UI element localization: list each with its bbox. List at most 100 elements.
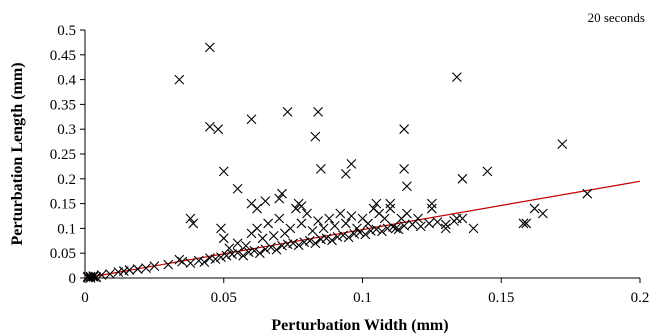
x-tick-label: 0 — [81, 290, 89, 306]
data-point — [204, 121, 215, 132]
data-point — [349, 228, 360, 239]
data-point — [413, 213, 423, 224]
data-point — [218, 233, 229, 244]
data-point — [199, 257, 210, 268]
data-point — [216, 252, 226, 263]
data-point — [254, 248, 265, 259]
data-point — [340, 168, 351, 179]
x-axis-title: Perturbation Width (mm) — [271, 317, 448, 334]
data-point — [432, 217, 443, 227]
y-tick-label: 0 — [69, 271, 77, 287]
data-point — [315, 163, 326, 174]
data-point — [252, 223, 262, 234]
data-point — [271, 244, 282, 255]
data-point — [213, 124, 224, 135]
y-tick-group: 0 0.05 0.1 0.15 0.2 0.25 0.3 0.35 0.4 0.45 0.5 — [50, 23, 85, 287]
data-point — [260, 196, 271, 207]
data-point — [274, 193, 285, 204]
duration-annotation: 20 seconds — [588, 10, 645, 25]
data-point — [204, 42, 215, 53]
data-point — [185, 258, 196, 269]
data-point — [82, 271, 93, 282]
data-point — [232, 183, 243, 194]
data-point — [282, 106, 293, 117]
data-point — [313, 106, 323, 117]
data-point — [149, 261, 160, 271]
data-point — [310, 131, 321, 142]
data-point — [346, 159, 357, 169]
data-point — [379, 213, 390, 224]
data-point — [221, 250, 232, 261]
data-point — [105, 269, 115, 279]
data-point — [296, 201, 307, 211]
data-point — [457, 173, 468, 184]
x-tick-label: 0.15 — [488, 290, 514, 306]
data-point — [249, 245, 260, 256]
y-tick-label: 0.2 — [57, 172, 76, 188]
data-point — [174, 74, 185, 85]
data-point — [210, 254, 221, 265]
data-point — [382, 223, 393, 234]
x-tick-group: 0 0.05 0.1 0.15 0.2 — [81, 278, 649, 306]
data-point — [321, 233, 332, 244]
data-point — [332, 231, 343, 242]
data-point — [318, 223, 329, 234]
data-point — [216, 223, 226, 234]
x-tick-label: 0.1 — [353, 290, 372, 306]
data-point — [440, 219, 451, 230]
data-point — [227, 249, 237, 260]
data-point — [288, 238, 299, 249]
data-point — [426, 203, 437, 214]
data-point — [399, 124, 410, 135]
data-point — [252, 203, 262, 214]
y-tick-label: 0.25 — [50, 147, 76, 163]
y-tick-label: 0.35 — [50, 97, 76, 113]
y-tick-label: 0.45 — [50, 48, 76, 64]
data-point — [304, 235, 315, 246]
data-point — [390, 223, 401, 234]
data-point — [352, 223, 362, 234]
data-point — [415, 221, 426, 232]
data-point — [393, 224, 404, 235]
data-point — [232, 238, 243, 249]
data-point — [451, 213, 462, 224]
data-point — [329, 221, 340, 231]
data-point — [340, 218, 351, 229]
data-point — [124, 265, 135, 275]
y-tick-label: 0.1 — [57, 221, 76, 237]
data-point — [385, 203, 396, 214]
data-point — [185, 213, 196, 224]
data-point — [529, 203, 540, 214]
data-point — [521, 218, 532, 229]
data-point — [132, 264, 143, 274]
data-point — [246, 114, 257, 125]
data-point — [371, 224, 382, 235]
data-point — [365, 225, 376, 236]
data-point — [277, 188, 287, 199]
data-point — [260, 244, 271, 255]
data-point — [402, 181, 412, 192]
data-point — [193, 255, 204, 266]
data-point — [91, 272, 101, 282]
data-point — [338, 230, 348, 241]
y-axis-title: Perturbation Length (mm) — [9, 62, 26, 245]
data-point — [482, 166, 493, 177]
data-point — [363, 218, 373, 229]
data-point — [238, 250, 249, 261]
data-point — [343, 232, 354, 243]
data-point — [388, 222, 398, 232]
data-point — [285, 223, 296, 234]
data-point — [163, 259, 174, 270]
data-point — [310, 238, 321, 249]
data-point — [174, 254, 185, 265]
data-point — [224, 243, 235, 254]
data-point — [557, 139, 568, 149]
y-tick-label: 0.4 — [57, 73, 76, 89]
data-point — [296, 218, 307, 229]
data-point — [402, 208, 412, 219]
data-point — [426, 198, 437, 209]
data-point — [266, 242, 276, 253]
data-point — [257, 233, 268, 244]
data-point — [424, 218, 434, 229]
